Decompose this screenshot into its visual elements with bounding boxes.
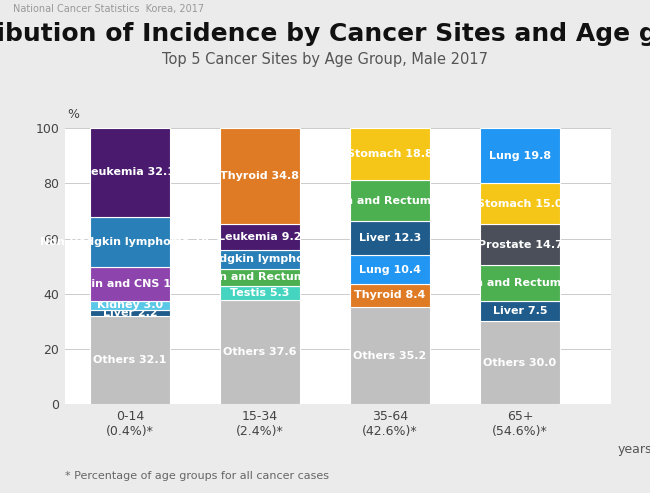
Bar <box>220 128 300 224</box>
Bar <box>90 128 170 216</box>
Text: Thyroid 8.4: Thyroid 8.4 <box>354 290 426 301</box>
Bar <box>480 128 560 183</box>
Bar <box>90 301 170 310</box>
Bar <box>350 128 430 180</box>
Text: Liver 2.2: Liver 2.2 <box>103 308 157 317</box>
Bar <box>220 224 300 249</box>
Bar <box>90 316 170 404</box>
Text: Lung 10.4: Lung 10.4 <box>359 265 421 275</box>
Bar <box>480 301 560 321</box>
Text: * Percentage of age groups for all cancer cases: * Percentage of age groups for all cance… <box>65 471 329 481</box>
Text: Brain and CNS 12.4: Brain and CNS 12.4 <box>70 279 190 289</box>
Text: Others 30.0: Others 30.0 <box>484 358 556 368</box>
Text: Others 37.6: Others 37.6 <box>223 348 297 357</box>
Bar <box>480 183 560 224</box>
Text: %: % <box>68 108 79 121</box>
Text: Kidney 3.0: Kidney 3.0 <box>97 300 163 311</box>
Text: Prostate 14.7: Prostate 14.7 <box>478 240 562 249</box>
Text: Top 5 Cancer Sites by Age Group, Male 2017: Top 5 Cancer Sites by Age Group, Male 20… <box>162 52 488 67</box>
Text: Others 35.2: Others 35.2 <box>354 351 426 361</box>
Bar <box>350 307 430 404</box>
Text: Stomach 18.8: Stomach 18.8 <box>347 149 433 159</box>
Text: Liver 7.5: Liver 7.5 <box>493 306 547 316</box>
Text: Non-Hodgkin lymphoma 6.9: Non-Hodgkin lymphoma 6.9 <box>173 254 347 264</box>
Bar <box>350 255 430 284</box>
Text: Leukemia 9.2: Leukemia 9.2 <box>218 232 302 242</box>
Bar <box>480 265 560 301</box>
Bar <box>90 216 170 267</box>
Text: National Cancer Statistics  Korea, 2017: National Cancer Statistics Korea, 2017 <box>13 4 204 14</box>
Bar <box>350 284 430 307</box>
Text: Lung 19.8: Lung 19.8 <box>489 150 551 161</box>
Bar <box>480 224 560 265</box>
Text: Thyroid 34.8: Thyroid 34.8 <box>220 171 300 181</box>
Bar <box>220 249 300 269</box>
Bar <box>350 180 430 221</box>
Text: Others 32.1: Others 32.1 <box>94 355 166 365</box>
Bar <box>220 286 300 300</box>
Text: Colon and Rectum 14.9: Colon and Rectum 14.9 <box>318 196 462 206</box>
Text: Non-Hodgkin lymphoma 18.3: Non-Hodgkin lymphoma 18.3 <box>40 237 220 247</box>
Text: Stomach 15.0: Stomach 15.0 <box>477 199 563 209</box>
Text: Colon and Rectum 6.2: Colon and Rectum 6.2 <box>192 272 328 282</box>
Text: Liver 12.3: Liver 12.3 <box>359 233 421 243</box>
Bar <box>350 221 430 255</box>
Text: Leukemia 32.1: Leukemia 32.1 <box>84 167 176 177</box>
Text: Colon and Rectum 13.0: Colon and Rectum 13.0 <box>448 278 592 288</box>
Text: Testis 5.3: Testis 5.3 <box>230 288 290 298</box>
Text: years: years <box>618 443 650 456</box>
Bar <box>220 300 300 404</box>
Bar <box>220 269 300 286</box>
Bar <box>90 267 170 301</box>
Bar <box>90 310 170 316</box>
Bar <box>480 321 560 404</box>
Text: Distribution of Incidence by Cancer Sites and Age group: Distribution of Incidence by Cancer Site… <box>0 22 650 46</box>
